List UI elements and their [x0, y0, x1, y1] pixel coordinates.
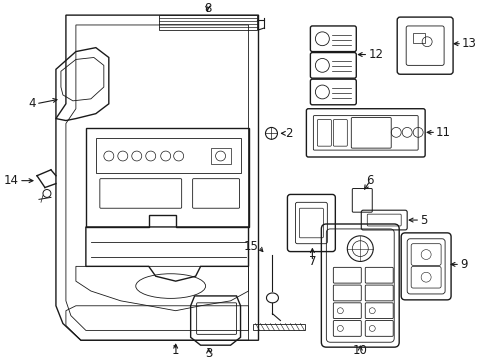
Text: 5: 5 — [420, 213, 427, 226]
Text: 6: 6 — [367, 174, 374, 187]
Text: 10: 10 — [353, 343, 368, 357]
Text: 9: 9 — [460, 258, 467, 271]
Text: 13: 13 — [462, 37, 477, 50]
Text: 15: 15 — [244, 240, 259, 253]
Text: 1: 1 — [172, 343, 179, 357]
Text: 8: 8 — [204, 2, 211, 15]
Text: 4: 4 — [28, 97, 36, 110]
Text: 11: 11 — [436, 126, 451, 139]
Text: 2: 2 — [286, 127, 293, 140]
Text: 3: 3 — [205, 347, 212, 360]
Text: 7: 7 — [309, 255, 316, 268]
Text: 14: 14 — [4, 174, 19, 187]
Text: 12: 12 — [368, 48, 383, 61]
